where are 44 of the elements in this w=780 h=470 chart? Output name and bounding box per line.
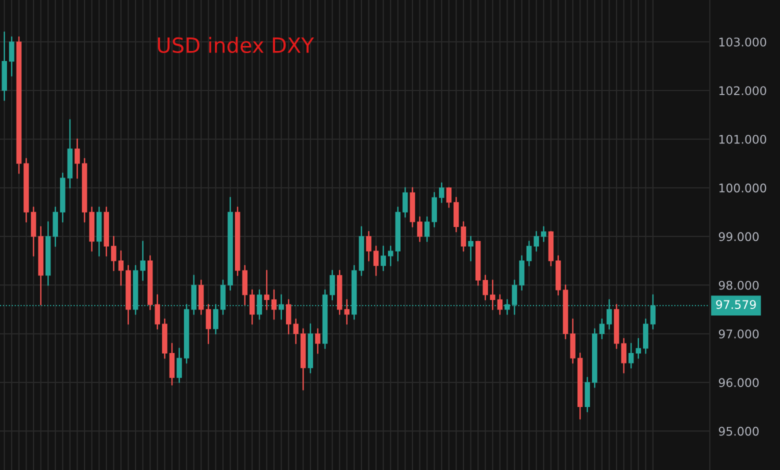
candlestick xyxy=(621,338,626,374)
candlestick xyxy=(111,236,116,272)
y-tick-label: 103.000 xyxy=(719,38,766,46)
y-tick-label: 95.000 xyxy=(718,426,759,436)
candlestick xyxy=(286,299,292,334)
candlestick xyxy=(293,318,298,344)
candlestick xyxy=(140,240,146,281)
y-tick-label: 99.000 xyxy=(718,232,759,242)
candlestick xyxy=(534,230,539,252)
ref-line-label: 97.579 xyxy=(716,300,756,310)
candlestick xyxy=(497,294,503,315)
candlestick xyxy=(402,187,408,218)
y-tick-label: 101.000 xyxy=(719,134,766,144)
y-tick-label: 96.000 xyxy=(718,378,759,388)
candlestick xyxy=(439,182,444,204)
candlestick xyxy=(271,289,277,320)
text: USD index DXY xyxy=(158,36,314,54)
y-tick-label: 98.000 xyxy=(718,280,759,290)
candlestick xyxy=(541,226,546,242)
candlestick xyxy=(330,270,335,300)
candlestick xyxy=(373,246,379,276)
candlestick xyxy=(599,318,605,340)
candlestick xyxy=(482,274,488,300)
candlestick xyxy=(118,250,124,286)
candlestick xyxy=(417,216,422,242)
candlestick xyxy=(176,348,182,384)
candlestick xyxy=(468,236,474,262)
y-tick-label: 102.000 xyxy=(719,86,766,96)
candlestick xyxy=(446,187,452,208)
candlestick xyxy=(460,221,466,252)
candlestick xyxy=(74,138,80,179)
candlestick xyxy=(315,328,320,354)
candlestick xyxy=(9,36,14,77)
candlestick xyxy=(264,270,270,310)
candlestick xyxy=(526,240,532,266)
candlestick xyxy=(366,230,372,262)
candlestick xyxy=(424,216,430,242)
candlestick xyxy=(206,304,212,344)
candlestick xyxy=(250,289,255,325)
candlestick xyxy=(154,294,160,330)
y-tick-label: 100.000 xyxy=(719,184,766,192)
candlestick xyxy=(490,280,496,310)
candlestick xyxy=(380,246,386,272)
y-tick-label: 97.000 xyxy=(718,329,759,338)
